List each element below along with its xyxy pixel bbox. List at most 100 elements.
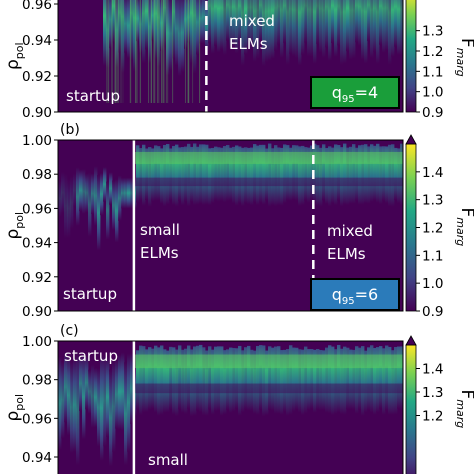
heatmap-column bbox=[205, 0, 209, 52]
heatmap-column bbox=[193, 0, 197, 74]
heatmap-column bbox=[388, 346, 392, 415]
heatmap-column bbox=[121, 177, 125, 209]
heatmap-column bbox=[127, 0, 131, 59]
heatmap-column bbox=[103, 354, 107, 447]
heatmap-column bbox=[397, 346, 401, 409]
heatmap-column bbox=[184, 146, 188, 202]
heatmap-column bbox=[358, 145, 362, 205]
heatmap-column bbox=[142, 346, 146, 413]
colorbar bbox=[405, 143, 417, 312]
heatmap-column bbox=[79, 169, 83, 212]
heatmap-column bbox=[316, 145, 320, 206]
heatmap-column bbox=[124, 177, 128, 209]
heatmap-column bbox=[268, 143, 272, 207]
startup-streak bbox=[150, 0, 152, 104]
heatmap-column bbox=[394, 0, 398, 47]
heatmap-column bbox=[301, 0, 305, 55]
startup-streak bbox=[139, 0, 141, 104]
heatmap-column bbox=[355, 0, 359, 43]
colorbar-tick-label: 1.4 bbox=[422, 362, 443, 378]
heatmap-column bbox=[157, 0, 161, 67]
heatmap-column bbox=[343, 143, 347, 205]
heatmap-column bbox=[217, 0, 221, 53]
heatmap-column bbox=[154, 0, 158, 60]
startup-streak bbox=[116, 0, 118, 104]
heatmap-column bbox=[145, 148, 149, 200]
heatmap-column bbox=[232, 146, 236, 204]
heatmap-column bbox=[97, 368, 101, 447]
heatmap-column bbox=[196, 345, 200, 411]
heatmap-column bbox=[307, 0, 311, 57]
y-tick-label: 0.90 bbox=[22, 105, 52, 121]
heatmap-column bbox=[280, 147, 284, 206]
badge-box bbox=[310, 278, 400, 311]
heatmap-column bbox=[367, 146, 371, 204]
heatmap-column bbox=[289, 147, 293, 201]
heatmap-column bbox=[190, 0, 194, 64]
heatmap-column bbox=[364, 0, 368, 64]
heatmap-column bbox=[355, 147, 359, 201]
plot-frame bbox=[57, 340, 404, 474]
heatmap-column bbox=[361, 346, 365, 416]
colorbar-label: Fmarg bbox=[454, 208, 474, 247]
badge-label: q95=4 bbox=[332, 83, 378, 105]
heatmap-column bbox=[82, 169, 86, 214]
pedestal-core bbox=[133, 354, 403, 369]
heatmap-column bbox=[400, 346, 403, 409]
heatmap-column bbox=[244, 0, 248, 55]
heatmap-column bbox=[175, 144, 179, 207]
heatmap-column bbox=[193, 143, 197, 206]
colorbar-tick-label: 1.3 bbox=[422, 385, 443, 401]
heatmap-column bbox=[328, 345, 332, 414]
startup-streak bbox=[154, 0, 156, 104]
startup-streak bbox=[188, 0, 190, 104]
startup-streak bbox=[184, 0, 186, 104]
y-tick-label: 0.94 bbox=[22, 33, 52, 49]
heatmap-column bbox=[334, 0, 338, 57]
heatmap-column bbox=[166, 350, 170, 413]
heatmap-column bbox=[202, 0, 206, 44]
heatmap-column bbox=[241, 350, 245, 413]
heatmap-column bbox=[313, 143, 317, 203]
startup-streak bbox=[148, 0, 150, 104]
heatmap-column bbox=[349, 349, 353, 410]
heatmap-column bbox=[370, 0, 374, 58]
startup-streak bbox=[130, 0, 132, 104]
heatmap-column bbox=[142, 144, 146, 206]
heatmap-column bbox=[127, 177, 131, 209]
heatmap-column bbox=[385, 0, 389, 51]
heatmap-column bbox=[319, 349, 323, 411]
heatmap-column bbox=[298, 146, 302, 207]
heatmap-column bbox=[163, 349, 167, 413]
heatmap-column bbox=[58, 180, 62, 217]
heatmap-column bbox=[322, 144, 326, 201]
heatmap-column bbox=[70, 361, 74, 454]
startup-streak bbox=[161, 0, 163, 104]
heatmap-column bbox=[241, 147, 245, 207]
heatmap-column bbox=[316, 0, 320, 45]
heatmap-column bbox=[286, 145, 290, 201]
heatmap-column bbox=[376, 347, 380, 413]
heatmap-column bbox=[340, 0, 344, 65]
heatmap-column bbox=[73, 357, 77, 452]
heatmap-column bbox=[163, 144, 167, 207]
heatmap-column bbox=[277, 346, 281, 414]
heatmap-column bbox=[301, 349, 305, 416]
heatmap-column bbox=[196, 146, 200, 205]
heatmap-column bbox=[253, 144, 257, 203]
colorbar-tick-label: 0.9 bbox=[422, 304, 443, 320]
heatmap-column bbox=[199, 344, 203, 412]
startup-streak bbox=[136, 0, 138, 104]
heatmap-column bbox=[400, 0, 403, 56]
heatmap-column bbox=[169, 346, 173, 410]
heatmap-column bbox=[391, 0, 395, 57]
heatmap-column bbox=[388, 0, 392, 65]
heatmap-column bbox=[118, 175, 122, 221]
heatmap-column bbox=[271, 0, 275, 59]
colorbar-tick-label: 1.4 bbox=[422, 165, 443, 181]
colorbar-tick-label: 1.2 bbox=[422, 44, 443, 60]
heatmap-column bbox=[235, 348, 239, 409]
heatmap-column bbox=[382, 348, 386, 415]
colorbar-tick-label: 0.9 bbox=[422, 105, 443, 121]
